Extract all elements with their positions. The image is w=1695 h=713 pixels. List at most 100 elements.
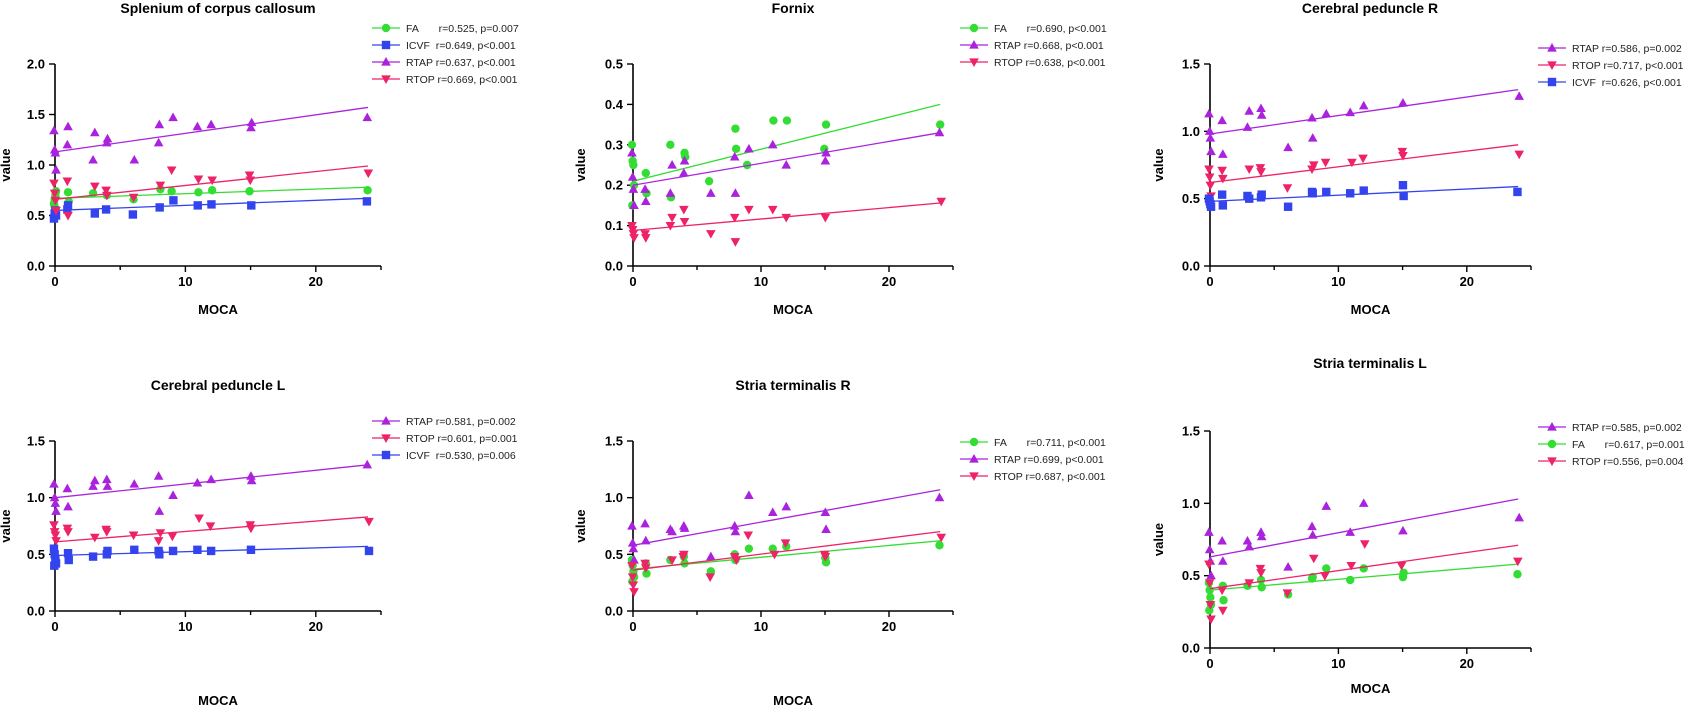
legend-marker-fa xyxy=(1547,439,1557,449)
data-point-fa xyxy=(641,168,650,178)
legend-label: ICVF r=0.649, p<0.001 xyxy=(406,40,516,52)
data-point-rtop xyxy=(1513,557,1523,567)
data-point-rtop xyxy=(705,573,715,582)
data-point-rtap xyxy=(729,521,740,530)
data-point-rtop xyxy=(155,529,166,538)
data-point-fa xyxy=(731,124,740,133)
legend-label: FA r=0.711, p<0.001 xyxy=(994,437,1106,449)
y-tick-label: 0.5 xyxy=(27,547,45,562)
series-rtop xyxy=(49,165,374,221)
data-point-rtap xyxy=(934,127,945,137)
data-point-rtop xyxy=(167,532,178,542)
fit-line-rtop xyxy=(632,531,941,571)
data-point-icvf xyxy=(155,203,164,212)
x-tick-label: 0 xyxy=(629,619,636,634)
chart-title: Cerebral peduncle L xyxy=(151,377,286,393)
data-point-rtap xyxy=(102,481,113,490)
y-axis-title: value xyxy=(0,509,13,542)
data-point-icvf xyxy=(1206,202,1216,211)
legend-marker-rtap xyxy=(1547,43,1557,52)
data-point-fa xyxy=(666,140,675,149)
data-point-icvf xyxy=(101,205,111,214)
data-point-rtap xyxy=(63,501,73,511)
legend-label: RTAP r=0.586, p=0.002 xyxy=(1572,43,1682,55)
data-point-rtop xyxy=(706,230,716,239)
legend-label: ICVF r=0.626, p<0.001 xyxy=(1572,77,1682,89)
data-point-rtap xyxy=(102,474,112,484)
data-point-rtap xyxy=(1242,122,1253,131)
y-tick-label: 0.4 xyxy=(605,97,624,112)
data-point-rtop xyxy=(1218,174,1228,184)
legend-label: RTOP r=0.687, p<0.001 xyxy=(994,471,1106,483)
data-point-rtop xyxy=(1396,561,1407,571)
chart-panel-1: Splenium of corpus callosum 0.0 0.5 1.0 1.5 2… xyxy=(0,0,519,317)
legend-marker-rtop xyxy=(969,58,979,67)
legend-label: RTOP r=0.556, p=0.004 xyxy=(1572,456,1684,468)
y-tick-label: 1.0 xyxy=(27,158,45,173)
series-rtop xyxy=(1204,144,1525,201)
chart-panel-5: Stria terminalis R 0.0 0.5 1.0 1.5 0 10 20 MOCA v… xyxy=(573,377,1106,708)
data-point-rtop xyxy=(936,197,947,207)
data-point-rtop xyxy=(627,562,637,571)
y-axis-title: value xyxy=(573,509,588,542)
data-point-rtap xyxy=(1345,107,1355,117)
data-point-rtap xyxy=(1321,501,1332,510)
data-point-fa xyxy=(207,186,217,195)
data-point-icvf xyxy=(1243,191,1252,201)
data-point-rtap xyxy=(628,184,639,193)
data-point-rtop xyxy=(1204,165,1214,175)
data-point-rtap xyxy=(821,524,831,533)
legend-marker-fa xyxy=(381,23,391,33)
x-tick-label: 10 xyxy=(1331,656,1345,671)
chart-title: Fornix xyxy=(772,0,815,16)
data-point-rtap xyxy=(90,475,100,485)
x-tick-label: 10 xyxy=(178,274,192,289)
data-point-rtap xyxy=(1398,525,1408,535)
y-tick-label: 1.0 xyxy=(1182,124,1200,139)
data-point-rtap xyxy=(153,471,164,480)
series-icvf xyxy=(49,544,374,570)
data-point-rtap xyxy=(1307,133,1318,142)
data-point-rtap xyxy=(192,477,203,487)
x-tick-label: 0 xyxy=(51,619,58,634)
data-point-icvf xyxy=(103,546,112,556)
series-rtap xyxy=(49,106,373,174)
data-point-icvf xyxy=(63,549,73,558)
data-point-rtap xyxy=(629,555,639,564)
x-tick-label: 0 xyxy=(1206,274,1213,289)
data-point-icvf xyxy=(1359,186,1368,195)
data-point-fa xyxy=(704,176,714,186)
data-point-rtop xyxy=(245,176,256,186)
data-point-rtap xyxy=(51,506,61,515)
x-tick-label: 10 xyxy=(754,619,768,634)
data-point-icvf xyxy=(206,546,216,556)
data-point-rtap xyxy=(1204,544,1215,554)
data-point-fa xyxy=(1399,568,1408,577)
data-point-fa xyxy=(245,187,254,196)
legend-marker-rtap xyxy=(969,454,979,463)
data-point-rtap xyxy=(62,483,73,493)
series-rtop xyxy=(1204,540,1523,625)
data-point-rtop xyxy=(1205,601,1216,610)
fit-line-rtap xyxy=(1209,88,1519,135)
data-point-icvf xyxy=(1399,191,1408,201)
data-point-rtap xyxy=(767,139,778,149)
series-rtop xyxy=(627,531,947,597)
y-tick-label: 1.0 xyxy=(605,490,623,505)
y-tick-label: 0.1 xyxy=(605,218,623,233)
data-point-rtop xyxy=(155,181,166,191)
data-point-rtap xyxy=(744,143,754,153)
fit-line-rtop xyxy=(1209,144,1519,184)
data-point-rtap xyxy=(706,551,716,561)
data-point-rtap xyxy=(1206,146,1216,156)
data-point-rtop xyxy=(641,234,651,243)
x-axis-title: MOCA xyxy=(773,302,813,317)
data-point-rtap xyxy=(1307,112,1317,122)
data-point-rtap xyxy=(50,498,61,507)
data-point-rtop xyxy=(363,169,374,179)
x-axis-title: MOCA xyxy=(198,302,238,317)
data-point-rtop xyxy=(1514,150,1525,160)
data-point-rtap xyxy=(744,490,754,499)
data-point-rtop xyxy=(743,531,753,541)
